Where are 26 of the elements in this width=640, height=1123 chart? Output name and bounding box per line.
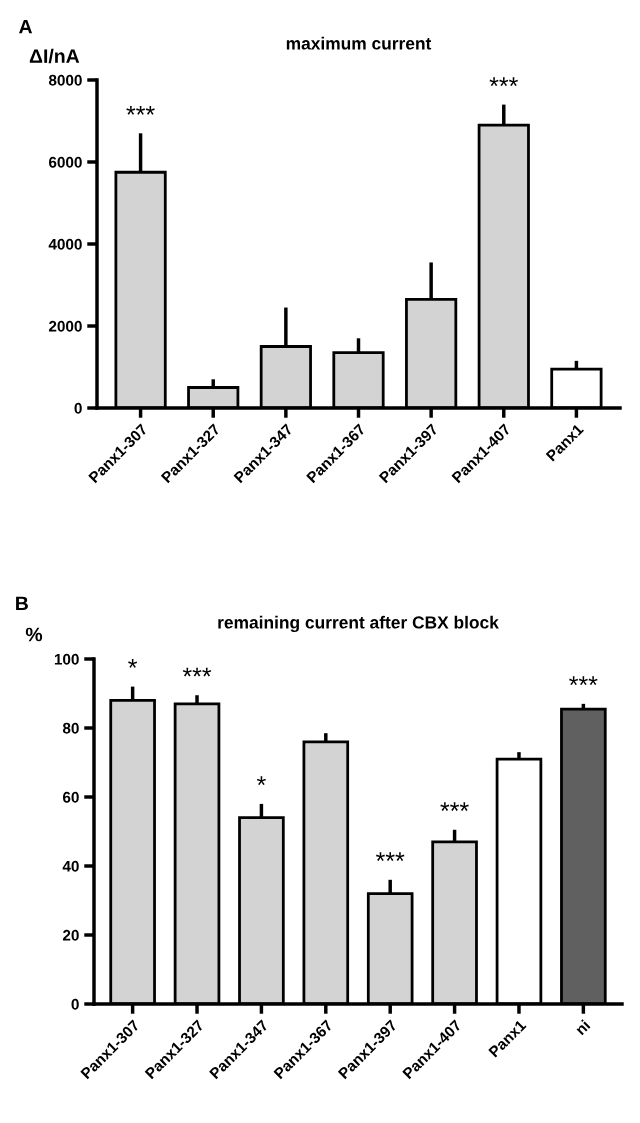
data-label: *: [256, 776, 266, 786]
text: B: [16, 596, 28, 611]
data-label: ***: [440, 802, 469, 811]
y-tick-label: 8000: [48, 74, 82, 86]
data-label: ***: [376, 852, 405, 862]
y-axis-title: %: [25, 627, 43, 642]
y-tick-label: 40: [62, 860, 79, 872]
y-tick-label: 6000: [48, 156, 82, 168]
data-label: ***: [182, 667, 212, 677]
text: A: [19, 19, 33, 34]
y-axis-title: ΔI/nA: [29, 48, 80, 64]
chart-title: maximum current: [286, 36, 432, 50]
data-label: ***: [126, 105, 155, 115]
y-tick-label: 60: [62, 791, 79, 803]
y-tick-label: 4000: [48, 238, 82, 250]
chart-title: remaining current after CBX block: [218, 615, 499, 633]
y-tick-label: 100: [54, 653, 79, 665]
y-tick-label: 0: [71, 998, 79, 1010]
x-tick-label: ni: [574, 1019, 591, 1036]
data-label: ***: [489, 77, 518, 87]
data-label: *: [128, 659, 138, 668]
y-tick-label: 0: [74, 402, 82, 414]
data-label: ***: [569, 676, 598, 686]
y-tick-label: 20: [62, 929, 79, 941]
y-tick-label: 2000: [48, 320, 82, 332]
y-tick-label: 80: [62, 722, 79, 734]
